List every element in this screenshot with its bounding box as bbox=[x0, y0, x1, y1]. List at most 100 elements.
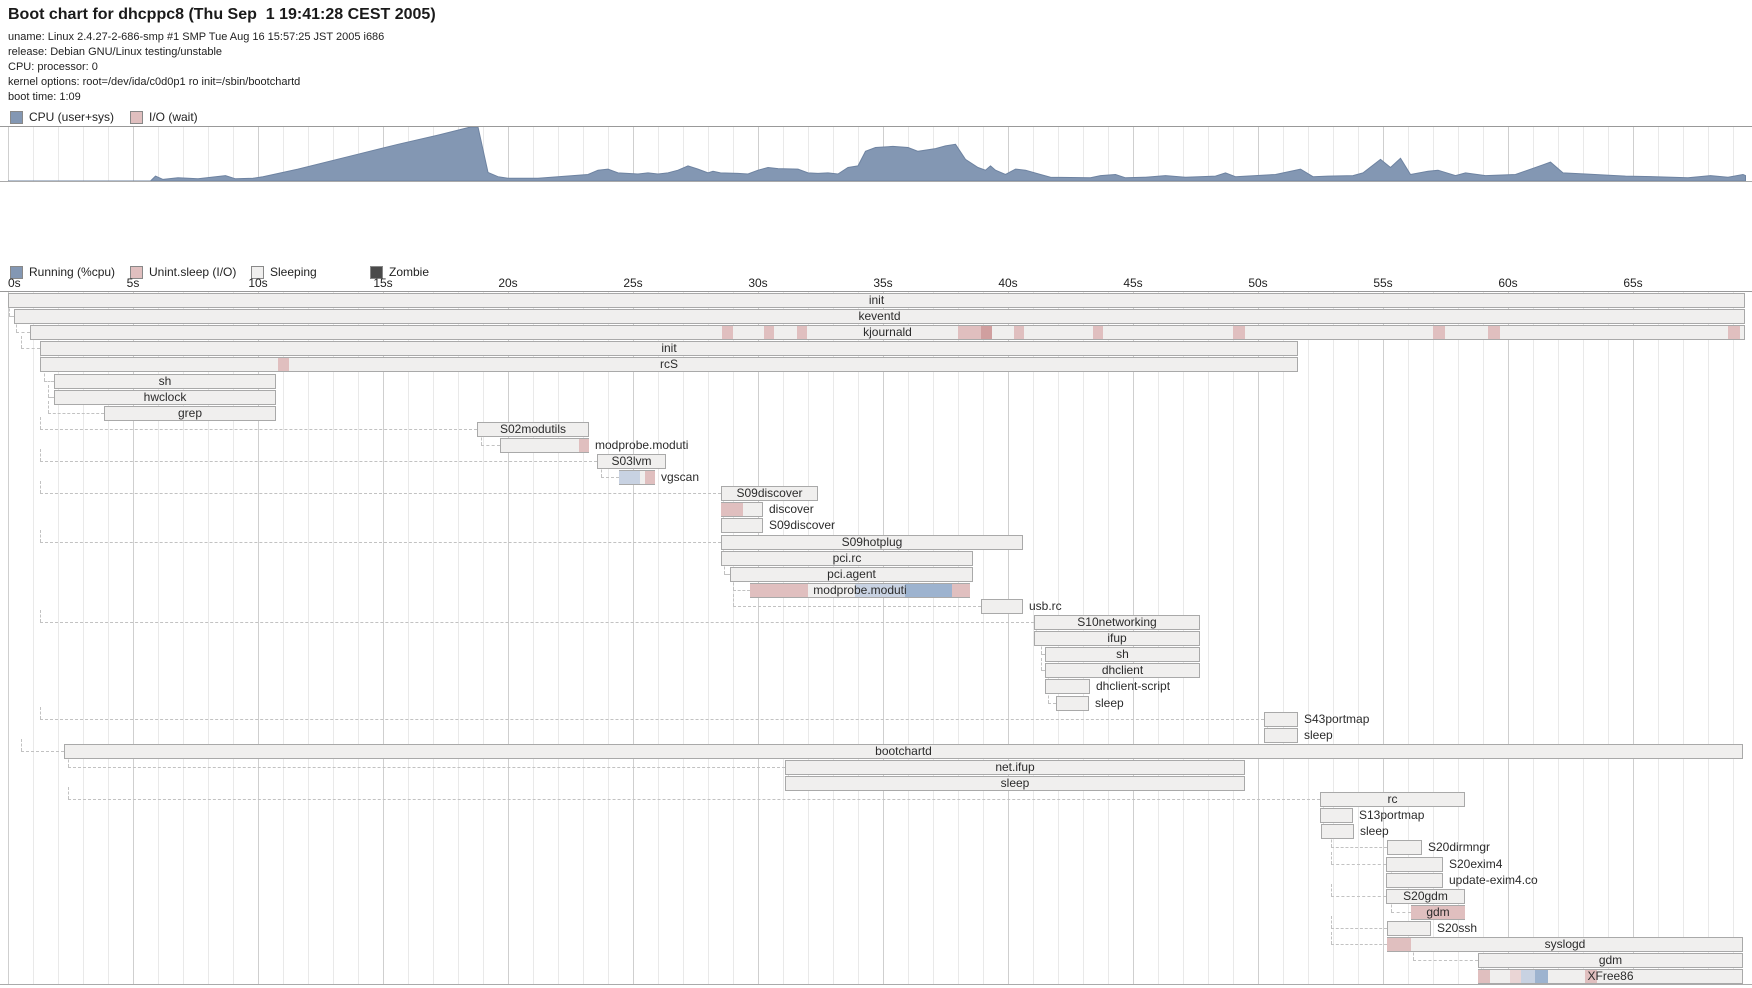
dependency-connector bbox=[44, 380, 54, 382]
gridline-minor bbox=[1308, 127, 1309, 181]
process-bar bbox=[1045, 679, 1090, 695]
axis-tick-label: 5s bbox=[126, 276, 140, 290]
process-label: init bbox=[868, 293, 885, 307]
dependency-connector bbox=[40, 428, 477, 430]
cpu-legend-item: CPU (user+sys) bbox=[10, 110, 114, 124]
process-state-segment bbox=[1728, 326, 1740, 340]
dependency-connector-stub bbox=[1330, 883, 1332, 896]
dependency-connector-stub bbox=[68, 787, 69, 800]
gridline-major bbox=[1008, 127, 1009, 181]
gridline-minor bbox=[1558, 292, 1559, 984]
dependency-connector bbox=[40, 493, 721, 495]
process-bar bbox=[1321, 824, 1354, 840]
process-state-segment bbox=[579, 438, 589, 452]
dependency-connector-stub bbox=[20, 738, 22, 751]
process-bar bbox=[721, 502, 763, 518]
dependency-connector-stub bbox=[1413, 948, 1414, 961]
gridline-major bbox=[8, 127, 9, 181]
gridline-minor bbox=[1408, 127, 1409, 181]
process-label: init bbox=[661, 341, 677, 356]
dependency-connector-stub bbox=[40, 481, 41, 494]
process-label: syslogd bbox=[1544, 937, 1586, 951]
gridline-minor bbox=[1208, 127, 1209, 181]
dependency-connector-stub bbox=[15, 320, 17, 333]
gridline-minor bbox=[333, 127, 334, 181]
gridline-minor bbox=[1408, 292, 1409, 984]
axis-tick-label: 35s bbox=[873, 276, 893, 290]
gridline-minor bbox=[1533, 292, 1534, 984]
gridline-major bbox=[758, 292, 759, 984]
process-label: S10networking bbox=[1077, 615, 1157, 629]
gridline-minor bbox=[608, 292, 609, 984]
gridline-minor bbox=[33, 127, 34, 181]
cpu-usage-area bbox=[8, 127, 1746, 181]
gridline-minor bbox=[1333, 127, 1334, 181]
gridline-minor bbox=[1083, 127, 1084, 181]
dependency-connector bbox=[20, 750, 64, 752]
process-label: modprobe.moduti bbox=[813, 582, 907, 597]
gridline-minor bbox=[1333, 292, 1334, 984]
dependency-connector bbox=[48, 412, 104, 414]
process-label: kjournald bbox=[863, 325, 912, 340]
process-bar bbox=[54, 373, 276, 389]
dependency-connector-stub bbox=[48, 384, 49, 397]
process-label: S20gdm bbox=[1403, 888, 1448, 903]
dependency-connector-stub bbox=[1048, 690, 1049, 703]
gridline-minor bbox=[1458, 127, 1459, 181]
gridline-minor bbox=[408, 292, 409, 984]
dependency-connector bbox=[48, 396, 54, 398]
dependency-connector bbox=[40, 541, 721, 543]
proc-legend-swatch-icon bbox=[130, 265, 143, 279]
gridline-major bbox=[508, 292, 509, 984]
gridline-minor bbox=[1283, 292, 1284, 984]
gridline-major bbox=[1508, 127, 1509, 181]
dependency-connector bbox=[1330, 847, 1387, 849]
gridline-minor bbox=[683, 292, 684, 984]
process-label: usb.rc bbox=[1029, 598, 1062, 613]
proc-legend-item: Unint.sleep (I/O) bbox=[130, 265, 236, 279]
process-bar bbox=[40, 357, 1298, 373]
gridline-minor bbox=[1033, 292, 1034, 984]
axis-tick-label: 60s bbox=[1498, 276, 1518, 290]
cpu-line: CPU: processor: 0 bbox=[8, 61, 98, 73]
process-bar bbox=[1034, 615, 1200, 630]
dependency-connector-stub bbox=[40, 416, 41, 429]
dependency-connector-stub bbox=[40, 706, 41, 719]
page-title: Boot chart for dhcppc8 (Thu Sep 1 19:41:… bbox=[8, 6, 436, 23]
gridline-minor bbox=[1733, 292, 1734, 984]
gridline-minor bbox=[1608, 127, 1609, 181]
gridline-minor bbox=[1583, 292, 1584, 984]
gridline-minor bbox=[1233, 127, 1234, 181]
gridline-minor bbox=[1058, 127, 1059, 181]
gridline-minor bbox=[183, 292, 184, 984]
process-state-segment bbox=[1093, 326, 1103, 340]
process-label: pci.agent bbox=[827, 566, 876, 581]
dependency-connector bbox=[1048, 702, 1056, 704]
gridline-major bbox=[1258, 127, 1259, 181]
dependency-connector bbox=[40, 718, 1264, 720]
process-bar bbox=[1478, 969, 1743, 985]
process-bar bbox=[104, 405, 276, 421]
axis-tick-label: 65s bbox=[1623, 276, 1643, 290]
gridline-major bbox=[508, 127, 509, 181]
gridline-minor bbox=[58, 127, 59, 181]
process-bar bbox=[500, 437, 589, 453]
gridline-major bbox=[383, 292, 384, 984]
gridline-minor bbox=[583, 127, 584, 181]
axis-tick-label: 30s bbox=[748, 276, 768, 290]
process-label: modprobe.moduti bbox=[595, 437, 689, 452]
axis-tick-label: 40s bbox=[998, 276, 1018, 290]
gridline-minor bbox=[983, 292, 984, 984]
gridline-minor bbox=[1608, 292, 1609, 984]
process-bar bbox=[1264, 711, 1298, 727]
proc-legend-item: Sleeping bbox=[251, 265, 317, 279]
gridline-minor bbox=[708, 127, 709, 181]
gridline-minor bbox=[358, 292, 359, 984]
process-bar bbox=[1386, 856, 1443, 872]
gridline-minor bbox=[108, 127, 109, 181]
gridline-minor bbox=[33, 292, 34, 984]
gridline-minor bbox=[983, 127, 984, 181]
gridline-minor bbox=[708, 292, 709, 984]
dependency-connector bbox=[1330, 863, 1386, 865]
gridline-minor bbox=[308, 127, 309, 181]
